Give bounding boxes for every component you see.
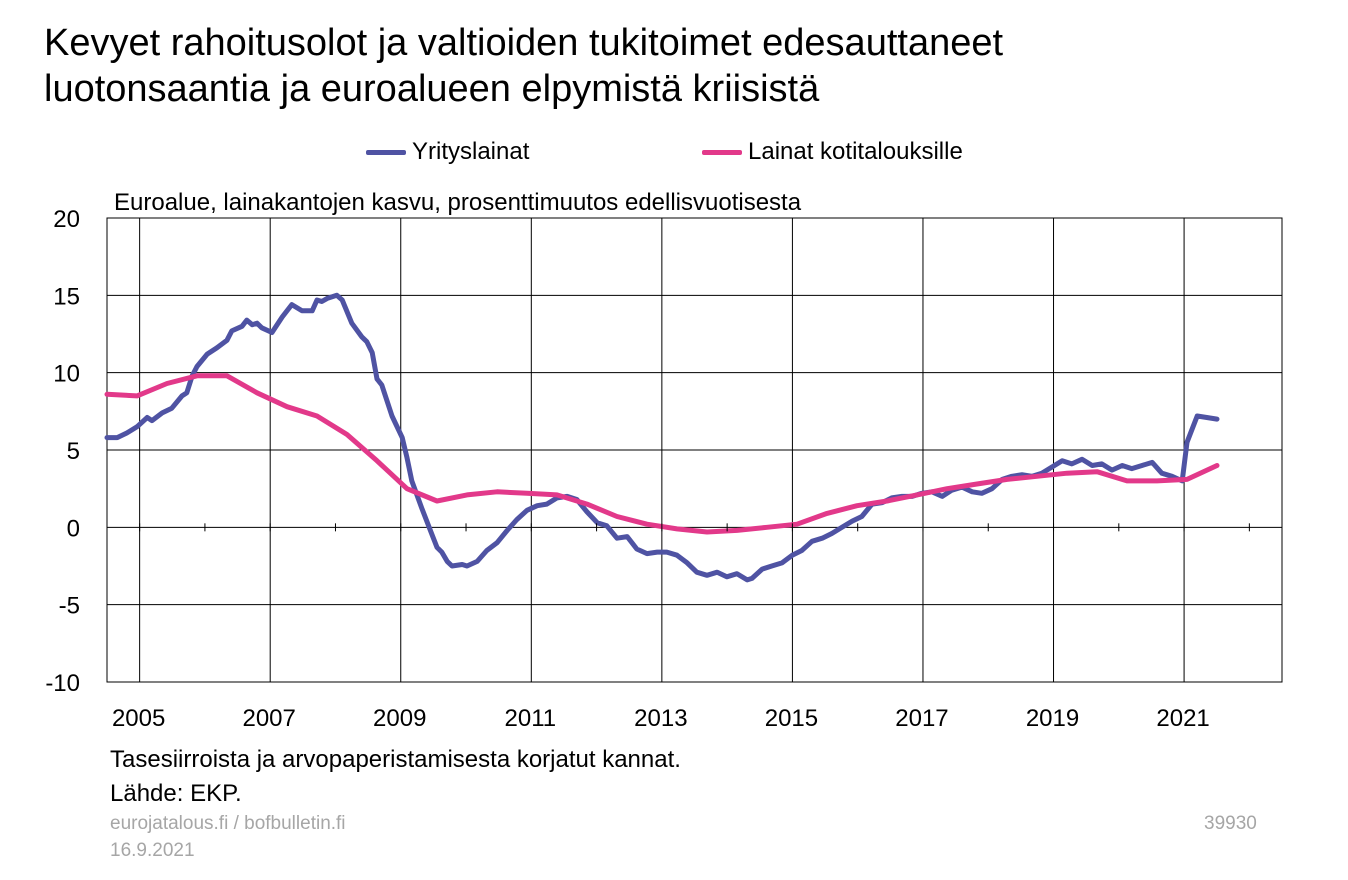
y-tick-label: -5	[59, 593, 80, 620]
chart-title-line-1: Kevyet rahoitusolot ja valtioiden tukito…	[44, 22, 1004, 64]
legend-label-household: Lainat kotitalouksille	[748, 138, 963, 165]
footer-sites: eurojatalous.fi / bofbulletin.fi	[110, 813, 346, 834]
y-tick-label: -10	[45, 670, 80, 697]
footer-date: 16.9.2021	[110, 840, 195, 861]
x-tick-label: 2021	[1156, 705, 1209, 732]
y-tick-label: 15	[53, 283, 80, 310]
x-tick-label: 2013	[634, 705, 687, 732]
y-tick-label: 0	[67, 515, 80, 542]
chart-subtitle: Euroalue, lainakantojen kasvu, prosentti…	[114, 189, 802, 216]
note-adjustment: Tasesiirroista ja arvopaperistamisesta k…	[110, 746, 681, 773]
chart-axes: -10 -5 0 5 10 15 20 2005 2007 2009 2011 2013 2015 201…	[45, 206, 1250, 732]
legend-item-corporate: Yrityslainat	[366, 138, 529, 166]
y-tick-label: 10	[53, 361, 80, 388]
legend-swatch-household	[702, 149, 742, 155]
x-tick-label: 2011	[505, 705, 557, 732]
legend-label-corporate: Yrityslainat	[412, 138, 530, 165]
y-tick-label: 5	[67, 438, 80, 465]
x-tick-label: 2017	[895, 705, 948, 732]
legend: Yrityslainat Lainat kotitalouksille	[0, 138, 1348, 168]
y-tick-label: 20	[53, 206, 80, 233]
x-tick-label: 2015	[765, 705, 818, 732]
footer-code: 39930	[1204, 813, 1257, 834]
chart-title-line-2: luotonsaantia ja euroalueen elpymistä kr…	[44, 68, 820, 110]
x-tick-label: 2009	[373, 705, 426, 732]
chart-grid	[106, 217, 1283, 683]
series-line-yrityslainat	[104, 292, 1220, 583]
note-source: Lähde: EKP.	[110, 780, 242, 807]
legend-item-household: Lainat kotitalouksille	[702, 138, 963, 166]
x-tick-label: 2019	[1026, 705, 1079, 732]
chart-title: Kevyet rahoitusolot ja valtioiden tukito…	[44, 20, 1304, 112]
x-tick-label: 2005	[112, 705, 165, 732]
x-tick-label: 2007	[242, 705, 295, 732]
legend-swatch-corporate	[366, 149, 406, 155]
